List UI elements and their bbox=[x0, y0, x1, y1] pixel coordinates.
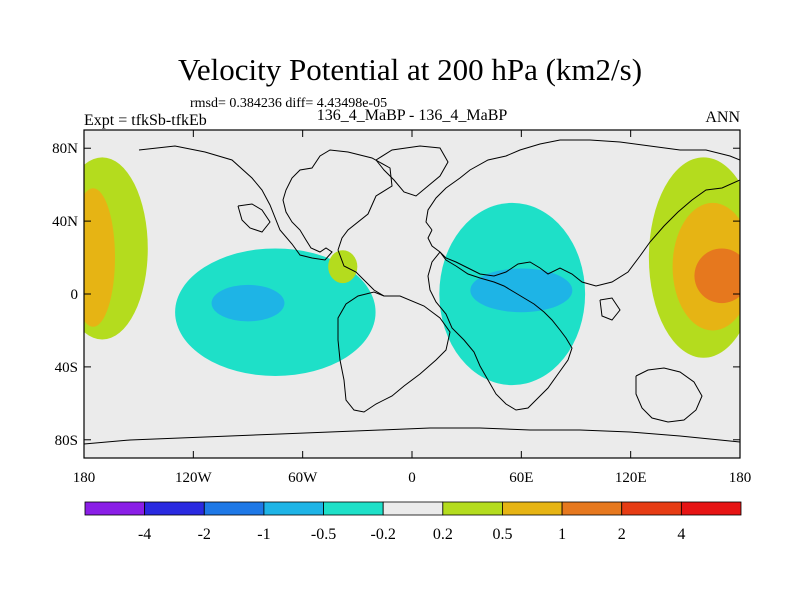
y-tick-label: 40S bbox=[55, 360, 78, 376]
colorbar-swatch bbox=[144, 501, 205, 516]
colorbar-swatch bbox=[621, 501, 682, 516]
coastline-greenland bbox=[375, 145, 449, 197]
stats-line: rmsd= 0.384236 diff= 4.43498e-05 bbox=[190, 96, 387, 111]
y-tick-label: 0 bbox=[71, 287, 79, 303]
coastline-islands-east bbox=[599, 297, 621, 321]
chart-title: Velocity Potential at 200 hPa (km2/s) bbox=[178, 52, 642, 87]
colorbar-label: -4 bbox=[138, 526, 151, 543]
colorbar-swatch bbox=[263, 501, 324, 516]
colorbar-swatch bbox=[680, 501, 742, 516]
x-tick-label: 180 bbox=[729, 470, 752, 486]
colorbar-swatch bbox=[203, 501, 265, 516]
region-north-america-positive bbox=[328, 250, 358, 284]
center-label: 136_4_MaBP - 136_4_MaBP bbox=[317, 107, 508, 124]
colorbar-swatch bbox=[382, 501, 444, 516]
colorbar-swatch bbox=[502, 501, 563, 516]
coastline-antarctica bbox=[84, 427, 740, 445]
y-tick-label: 80N bbox=[52, 141, 78, 157]
x-tick-label: 120W bbox=[175, 470, 213, 486]
coastline-africa bbox=[427, 251, 573, 411]
colorbar-swatch bbox=[84, 501, 146, 516]
x-tick-label: 0 bbox=[408, 470, 416, 486]
coastline-central-america bbox=[337, 249, 385, 297]
colorbar-label: 1 bbox=[558, 526, 566, 543]
colorbar-label: -0.2 bbox=[371, 526, 396, 543]
region-pacific-west-positive-core bbox=[84, 188, 115, 327]
colorbar: -4 -2 -1 -0.5 -0.2 0.2 0.5 1 2 4 bbox=[84, 501, 742, 543]
colorbar-label: 0.2 bbox=[433, 526, 453, 543]
right-label: ANN bbox=[705, 109, 740, 126]
colorbar-label: -1 bbox=[257, 526, 270, 543]
coastline-islands-west bbox=[237, 203, 271, 233]
coastlines bbox=[84, 139, 740, 445]
coastline-south-america bbox=[337, 291, 451, 413]
x-tick-label: 60W bbox=[288, 470, 318, 486]
left-label: Expt = tfkSb-tfkEb bbox=[84, 112, 207, 129]
colorbar-swatch bbox=[561, 501, 623, 516]
map-plot-area bbox=[83, 129, 741, 459]
y-tick-label: 80S bbox=[55, 433, 78, 449]
region-atlantic-negative-core bbox=[211, 284, 285, 322]
region-africa-indian-negative-core bbox=[470, 268, 573, 313]
colorbar-swatch bbox=[323, 501, 384, 516]
contour-regions bbox=[84, 157, 740, 386]
axes: 180 120W 60W 0 60E 120E 180 80N 40N 0 40S 80S bbox=[52, 130, 751, 486]
colorbar-swatch bbox=[442, 501, 503, 516]
coastline-asia-south bbox=[427, 179, 740, 287]
colorbar-label: -2 bbox=[198, 526, 211, 543]
x-tick-label: 180 bbox=[73, 470, 96, 486]
coastline-eurasia bbox=[425, 139, 740, 231]
colorbar-label: -0.5 bbox=[311, 526, 336, 543]
x-tick-label: 120E bbox=[615, 470, 647, 486]
colorbar-label: 2 bbox=[618, 526, 626, 543]
y-tick-label: 40N bbox=[52, 214, 78, 230]
coastline-australia bbox=[635, 367, 703, 423]
colorbar-label: 4 bbox=[677, 526, 685, 543]
coastline-north-america bbox=[138, 145, 393, 261]
colorbar-label: 0.5 bbox=[492, 526, 512, 543]
x-tick-label: 60E bbox=[509, 470, 533, 486]
region-pacific-east-positive-core bbox=[694, 248, 740, 304]
